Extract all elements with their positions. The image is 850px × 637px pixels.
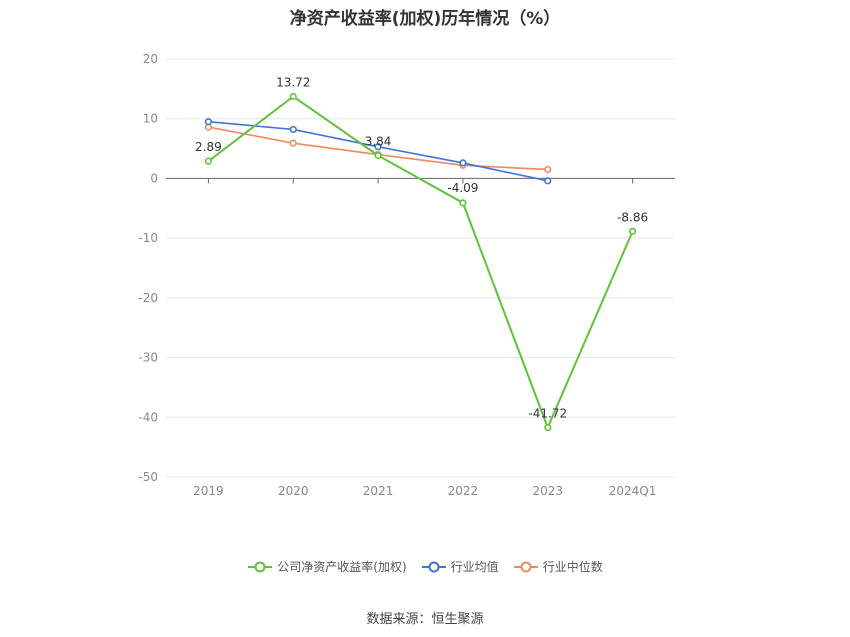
data-label: -4.09 — [447, 181, 478, 195]
legend-marker-icon — [513, 561, 538, 572]
data-point — [289, 139, 297, 147]
data-point — [204, 157, 213, 165]
y-tick-label: -50 — [138, 470, 158, 484]
x-tick-label: 2022 — [448, 484, 479, 498]
y-tick-label: 10 — [143, 112, 158, 126]
data-point — [204, 118, 213, 126]
data-point — [374, 151, 382, 160]
legend-label: 行业均值 — [450, 560, 499, 574]
data-label: 3.84 — [365, 134, 392, 148]
x-tick-label: 2021 — [363, 484, 394, 498]
legend-item[interactable]: 行业均值 — [421, 558, 499, 575]
legend-marker-icon — [248, 561, 273, 572]
data-point — [544, 177, 552, 185]
data-source: 数据来源：恒生聚源 — [366, 612, 484, 627]
legend-label: 公司净资产收益率(加权) — [277, 560, 407, 574]
y-tick-label: 20 — [143, 52, 158, 66]
data-point — [544, 423, 552, 432]
data-label: 13.72 — [276, 76, 310, 90]
y-tick-label: -10 — [138, 231, 158, 245]
data-point — [459, 199, 467, 207]
chart-title: 净资产收益率(加权)历年情况（%） — [289, 9, 561, 29]
line-chart: 20 10 0 -10 -20 -30 -40 -50 2019 2020 2021 2022 2023… — [138, 52, 675, 498]
data-point — [544, 165, 552, 174]
y-tick-label: -30 — [138, 351, 158, 365]
y-tick-label: -20 — [138, 291, 158, 305]
legend: 公司净资产收益率(加权) 行业均值 行业中位数 — [0, 558, 850, 575]
data-point — [459, 159, 467, 167]
y-tick-label: 0 — [150, 171, 158, 185]
data-label: -41.72 — [528, 407, 567, 421]
data-point — [628, 227, 637, 235]
data-point — [289, 125, 297, 134]
legend-marker-icon — [421, 561, 446, 572]
x-tick-label: 2019 — [193, 484, 224, 498]
x-tick-label: 2023 — [532, 484, 563, 498]
x-tick-label: 2020 — [278, 484, 309, 498]
series-line — [207, 95, 634, 431]
legend-label: 行业中位数 — [542, 560, 603, 574]
data-label: -8.86 — [617, 210, 648, 224]
x-tick-label: 2024Q1 — [609, 484, 657, 498]
data-label: 2.89 — [195, 140, 222, 154]
legend-item[interactable]: 公司净资产收益率(加权) — [247, 558, 407, 575]
y-tick-label: -40 — [138, 410, 158, 424]
legend-item[interactable]: 行业中位数 — [513, 558, 603, 575]
data-point — [374, 143, 382, 151]
data-point — [289, 92, 297, 101]
